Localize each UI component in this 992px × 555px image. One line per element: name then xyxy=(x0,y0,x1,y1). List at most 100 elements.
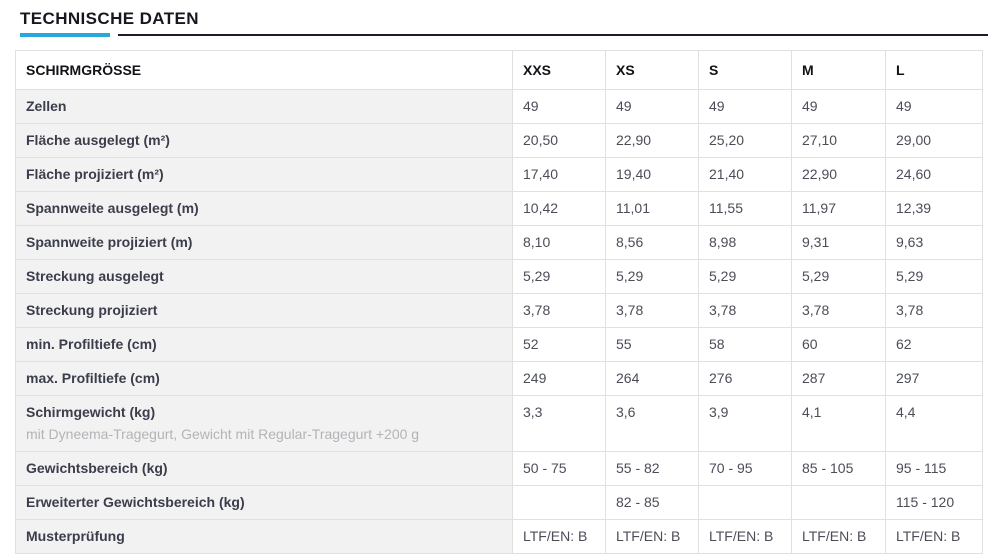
column-header-schirmgroesse: SCHIRMGRÖSSE xyxy=(15,50,513,90)
row-label-cell: Fläche projiziert (m²) xyxy=(15,157,513,192)
cell-value: 85 - 105 xyxy=(791,451,886,486)
table-row: max. Profiltiefe (cm) 249 264 276 287 297 xyxy=(15,361,983,396)
cell-value: 82 - 85 xyxy=(605,485,699,520)
cell-value: 29,00 xyxy=(885,123,983,158)
cell-value: 52 xyxy=(512,327,606,362)
row-label-cell: min. Profiltiefe (cm) xyxy=(15,327,513,362)
cell-value: 27,10 xyxy=(791,123,886,158)
row-label: Fläche ausgelegt (m²) xyxy=(26,132,170,148)
cell-value: 21,40 xyxy=(698,157,792,192)
cell-value: 3,9 xyxy=(698,395,792,452)
row-label-cell: Zellen xyxy=(15,89,513,124)
cell-value: 5,29 xyxy=(605,259,699,294)
cell-value: 297 xyxy=(885,361,983,396)
cell-value: 3,6 xyxy=(605,395,699,452)
cell-value: 287 xyxy=(791,361,886,396)
cell-value: 9,63 xyxy=(885,225,983,260)
cell-value: 12,39 xyxy=(885,191,983,226)
row-label: Spannweite projiziert (m) xyxy=(26,234,193,250)
row-label: Streckung projiziert xyxy=(26,302,158,318)
cell-value: 49 xyxy=(698,89,792,124)
row-label: Fläche projiziert (m²) xyxy=(26,166,164,182)
cell-value: LTF/EN: B xyxy=(605,519,699,554)
table-row: Fläche ausgelegt (m²) 20,50 22,90 25,20 27,… xyxy=(15,123,983,158)
column-header-xxs: XXS xyxy=(512,50,606,90)
row-label-cell: Streckung ausgelegt xyxy=(15,259,513,294)
cell-value: 5,29 xyxy=(791,259,886,294)
row-label: Gewichtsbereich (kg) xyxy=(26,460,168,476)
row-label-cell: Streckung projiziert xyxy=(15,293,513,328)
table-row: Spannweite ausgelegt (m) 10,42 11,01 11,55… xyxy=(15,191,983,226)
technical-data-table: SCHIRMGRÖSSE XXS XS S M L Zellen 49 49 49 4… xyxy=(15,50,983,554)
cell-value: 10,42 xyxy=(512,191,606,226)
cell-value: 55 xyxy=(605,327,699,362)
row-label: max. Profiltiefe (cm) xyxy=(26,370,160,386)
cell-value: 264 xyxy=(605,361,699,396)
table-row: Streckung projiziert 3,78 3,78 3,78 3,78 3,7… xyxy=(15,293,983,328)
title-underline-accent xyxy=(20,33,110,37)
row-label: min. Profiltiefe (cm) xyxy=(26,336,157,352)
cell-value: 49 xyxy=(605,89,699,124)
cell-value: 5,29 xyxy=(698,259,792,294)
row-label: Erweiterter Gewichtsbereich (kg) xyxy=(26,494,245,510)
cell-value: 22,90 xyxy=(605,123,699,158)
technical-data-table-wrap: SCHIRMGRÖSSE XXS XS S M L Zellen 49 49 49 4… xyxy=(15,50,992,554)
row-label-cell: max. Profiltiefe (cm) xyxy=(15,361,513,396)
column-header-s: S xyxy=(698,50,792,90)
cell-value: LTF/EN: B xyxy=(791,519,886,554)
table-row: Fläche projiziert (m²) 17,40 19,40 21,40 22… xyxy=(15,157,983,192)
cell-value: 58 xyxy=(698,327,792,362)
cell-value: 249 xyxy=(512,361,606,396)
row-label-cell: Spannweite ausgelegt (m) xyxy=(15,191,513,226)
cell-value: 3,78 xyxy=(512,293,606,328)
cell-value: 3,3 xyxy=(512,395,606,452)
title-underline-rule xyxy=(118,34,988,36)
cell-value: 4,4 xyxy=(885,395,983,452)
cell-value: 3,78 xyxy=(605,293,699,328)
cell-value: 24,60 xyxy=(885,157,983,192)
cell-value: 5,29 xyxy=(512,259,606,294)
cell-value: 11,01 xyxy=(605,191,699,226)
row-label: Streckung ausgelegt xyxy=(26,268,164,284)
cell-value: 50 - 75 xyxy=(512,451,606,486)
cell-value: 70 - 95 xyxy=(698,451,792,486)
cell-value: 20,50 xyxy=(512,123,606,158)
cell-value: 49 xyxy=(885,89,983,124)
section-header: TECHNISCHE DATEN xyxy=(0,8,992,37)
cell-value xyxy=(791,485,886,520)
table-row: Spannweite projiziert (m) 8,10 8,56 8,98 9,… xyxy=(15,225,983,260)
row-label: Spannweite ausgelegt (m) xyxy=(26,200,199,216)
cell-value: 8,10 xyxy=(512,225,606,260)
row-label-cell: Gewichtsbereich (kg) xyxy=(15,451,513,486)
row-note: mit Dyneema-Tragegurt, Gewicht mit Regul… xyxy=(26,426,420,442)
cell-value: 8,98 xyxy=(698,225,792,260)
table-row: Zellen 49 49 49 49 49 xyxy=(15,89,983,124)
column-header-m: M xyxy=(791,50,886,90)
cell-value: 60 xyxy=(791,327,886,362)
cell-value: LTF/EN: B xyxy=(512,519,606,554)
table-row: Gewichtsbereich (kg) 50 - 75 55 - 82 70 - … xyxy=(15,451,983,486)
cell-value: 115 - 120 xyxy=(885,485,983,520)
row-label-cell: Erweiterter Gewichtsbereich (kg) xyxy=(15,485,513,520)
row-label-cell: Spannweite projiziert (m) xyxy=(15,225,513,260)
table-row: Musterprüfung LTF/EN: B LTF/EN: B LTF/EN: … xyxy=(15,519,983,554)
table-row: Streckung ausgelegt 5,29 5,29 5,29 5,29 5,29 xyxy=(15,259,983,294)
cell-value: 55 - 82 xyxy=(605,451,699,486)
table-row: Schirmgewicht (kg) mit Dyneema-Tragegurt… xyxy=(15,395,983,452)
cell-value: 276 xyxy=(698,361,792,396)
cell-value: LTF/EN: B xyxy=(698,519,792,554)
row-label-cell: Fläche ausgelegt (m²) xyxy=(15,123,513,158)
cell-value: 22,90 xyxy=(791,157,886,192)
row-label-cell: Schirmgewicht (kg) mit Dyneema-Tragegurt… xyxy=(15,395,513,452)
cell-value: 19,40 xyxy=(605,157,699,192)
cell-value: 4,1 xyxy=(791,395,886,452)
cell-value: 9,31 xyxy=(791,225,886,260)
cell-value: 95 - 115 xyxy=(885,451,983,486)
row-label: Musterprüfung xyxy=(26,528,125,544)
table-row: min. Profiltiefe (cm) 52 55 58 60 62 xyxy=(15,327,983,362)
cell-value: 3,78 xyxy=(791,293,886,328)
cell-value: 11,97 xyxy=(791,191,886,226)
cell-value: 49 xyxy=(512,89,606,124)
cell-value: 17,40 xyxy=(512,157,606,192)
